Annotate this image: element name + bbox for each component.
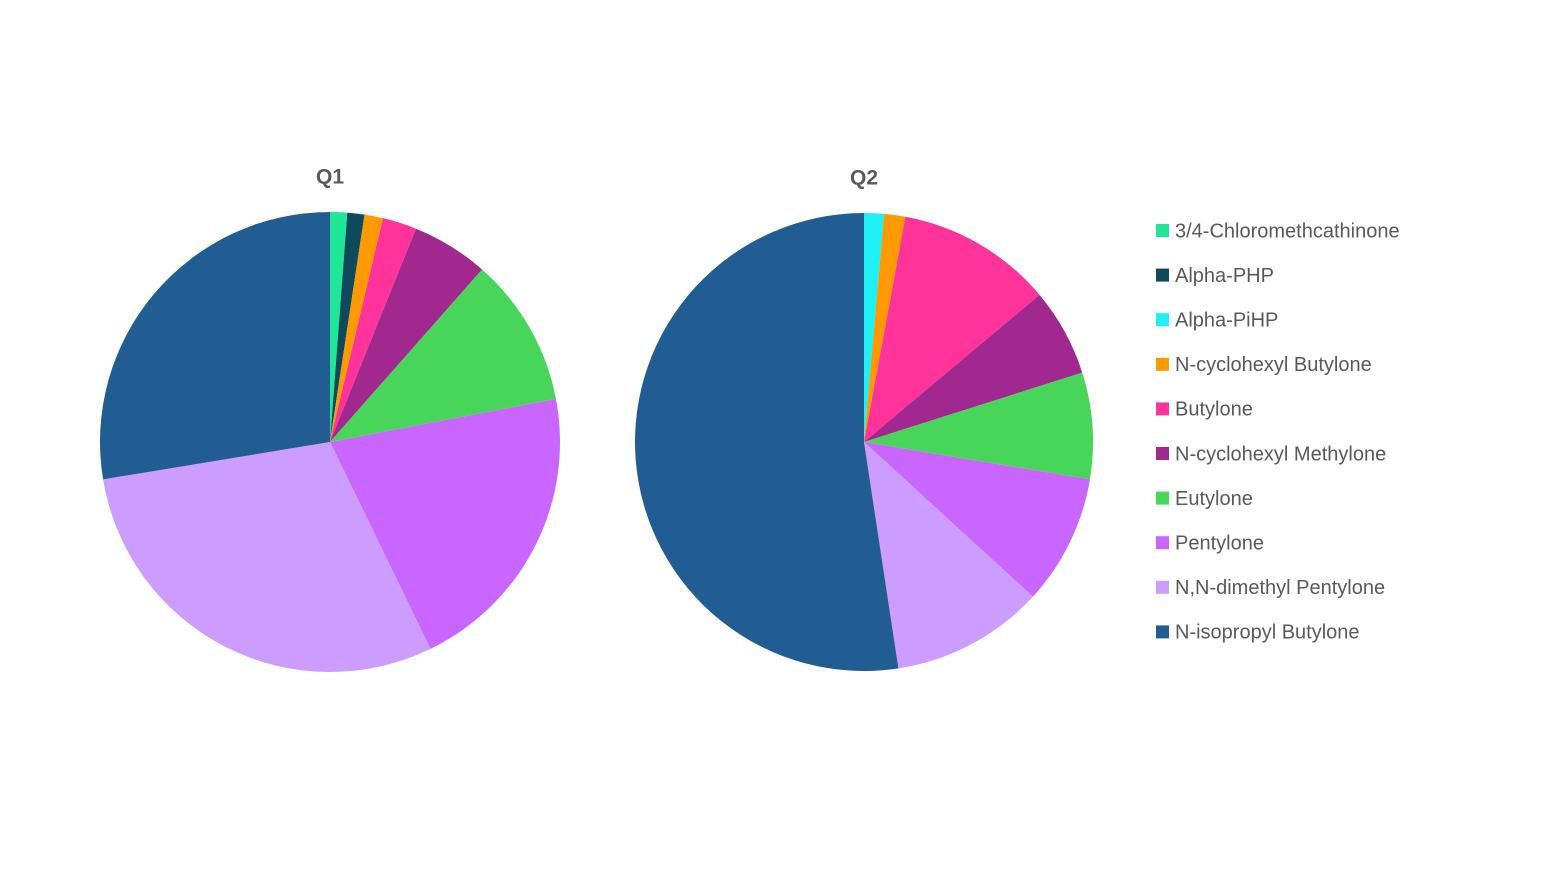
legend-label: Alpha-PHP xyxy=(1175,265,1274,287)
legend-swatch xyxy=(1156,224,1169,237)
pie-slice xyxy=(864,442,1090,597)
pie-slice xyxy=(330,228,483,442)
pie-slice xyxy=(864,213,906,442)
pie-slice xyxy=(330,214,383,442)
pie-slice xyxy=(330,269,556,442)
legend-label: N-cyclohexyl Methylone xyxy=(1175,443,1386,465)
legend-swatch xyxy=(1156,402,1169,416)
legend-label: N-isopropyl Butylone xyxy=(1175,622,1360,644)
legend-label: N-cyclohexyl Butylone xyxy=(1175,354,1372,376)
pie-slice xyxy=(330,218,417,442)
pie-slice xyxy=(330,398,560,649)
legend-swatch xyxy=(1156,447,1169,460)
legend-swatch xyxy=(1156,313,1169,327)
pie-slice xyxy=(330,212,365,442)
pie-slice xyxy=(864,213,885,442)
legend-swatch xyxy=(1156,357,1169,371)
pie-slice xyxy=(864,442,1033,669)
legend-swatch xyxy=(1156,268,1169,282)
legend-label: N,N-dimethyl Pentylone xyxy=(1175,577,1385,599)
chart-title: Q1 xyxy=(316,166,344,189)
legend-swatch xyxy=(1156,580,1169,594)
pie-slice xyxy=(864,294,1083,442)
pie-slice xyxy=(864,216,1040,442)
legend-label: Pentylone xyxy=(1175,532,1264,554)
legend-label: Eutylone xyxy=(1175,488,1253,510)
legend-label: 3/4-Chloromethcathinone xyxy=(1175,220,1400,242)
legend-swatch xyxy=(1156,536,1169,550)
legend-swatch xyxy=(1156,491,1169,505)
legend-label: Alpha-PiHP xyxy=(1175,309,1278,331)
pie-slice xyxy=(103,442,431,672)
legend-swatch xyxy=(1156,625,1169,639)
chart-title: Q2 xyxy=(850,167,878,190)
legend-label: Butylone xyxy=(1175,399,1253,421)
pie-slice xyxy=(330,212,348,442)
pie-slice xyxy=(99,212,330,480)
pie-slice xyxy=(864,372,1094,480)
pie-slice xyxy=(635,213,899,671)
